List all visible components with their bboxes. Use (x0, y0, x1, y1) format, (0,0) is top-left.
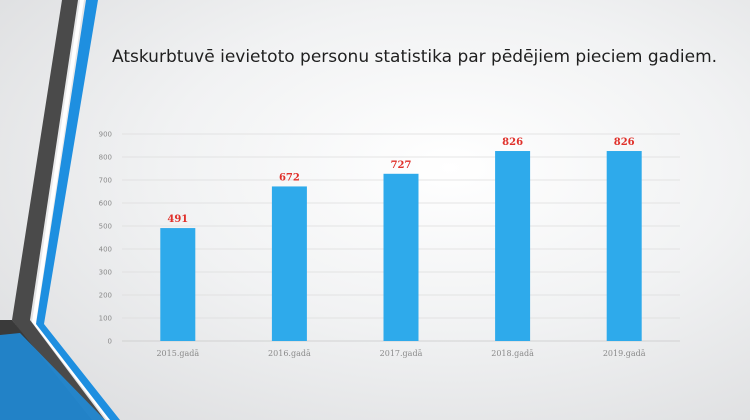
x-category-label: 2019.gadā (603, 349, 646, 358)
decor-blue-wedge (0, 333, 105, 420)
decor-gray-stripe (12, 0, 105, 420)
data-label: 826 (502, 137, 523, 148)
chart-bars (160, 151, 642, 341)
y-tick-label: 400 (99, 246, 112, 254)
y-tick-label: 200 (99, 292, 112, 300)
chart-data-labels: 491 672 727 826 826 (167, 137, 634, 225)
y-tick-label: 700 (99, 177, 112, 185)
x-category-label: 2015.gadā (156, 349, 199, 358)
x-category-label: 2017.gadā (380, 349, 423, 358)
x-category-label: 2018.gadā (491, 349, 534, 358)
data-label: 727 (391, 160, 412, 171)
data-label: 672 (279, 172, 300, 183)
y-tick-label: 900 (99, 131, 112, 139)
data-label: 491 (167, 214, 188, 225)
slide-title: Atskurbtuvē ievietoto personu statistika… (112, 47, 718, 67)
y-tick-label: 0 (108, 338, 112, 346)
y-tick-label: 500 (99, 223, 112, 231)
y-tick-label: 300 (99, 269, 112, 277)
bar-2019.gadā (606, 151, 642, 341)
decor-blue-stripe (36, 0, 120, 420)
data-label: 826 (614, 137, 635, 148)
y-tick-label: 600 (99, 200, 112, 208)
y-tick-label: 800 (99, 154, 112, 162)
y-tick-label: 100 (99, 315, 112, 323)
bar-2017.gadā (383, 173, 419, 341)
bar-2016.gadā (271, 186, 307, 341)
chart-y-axis: 0 100 200 300 400 500 600 700 800 900 (99, 131, 112, 346)
bar-2018.gadā (495, 151, 531, 341)
x-category-label: 2016.gadā (268, 349, 311, 358)
chart-x-axis: 2015.gadā 2016.gadā 2017.gadā 2018.gadā 2019… (156, 349, 645, 358)
bar-2015.gadā (160, 228, 196, 341)
